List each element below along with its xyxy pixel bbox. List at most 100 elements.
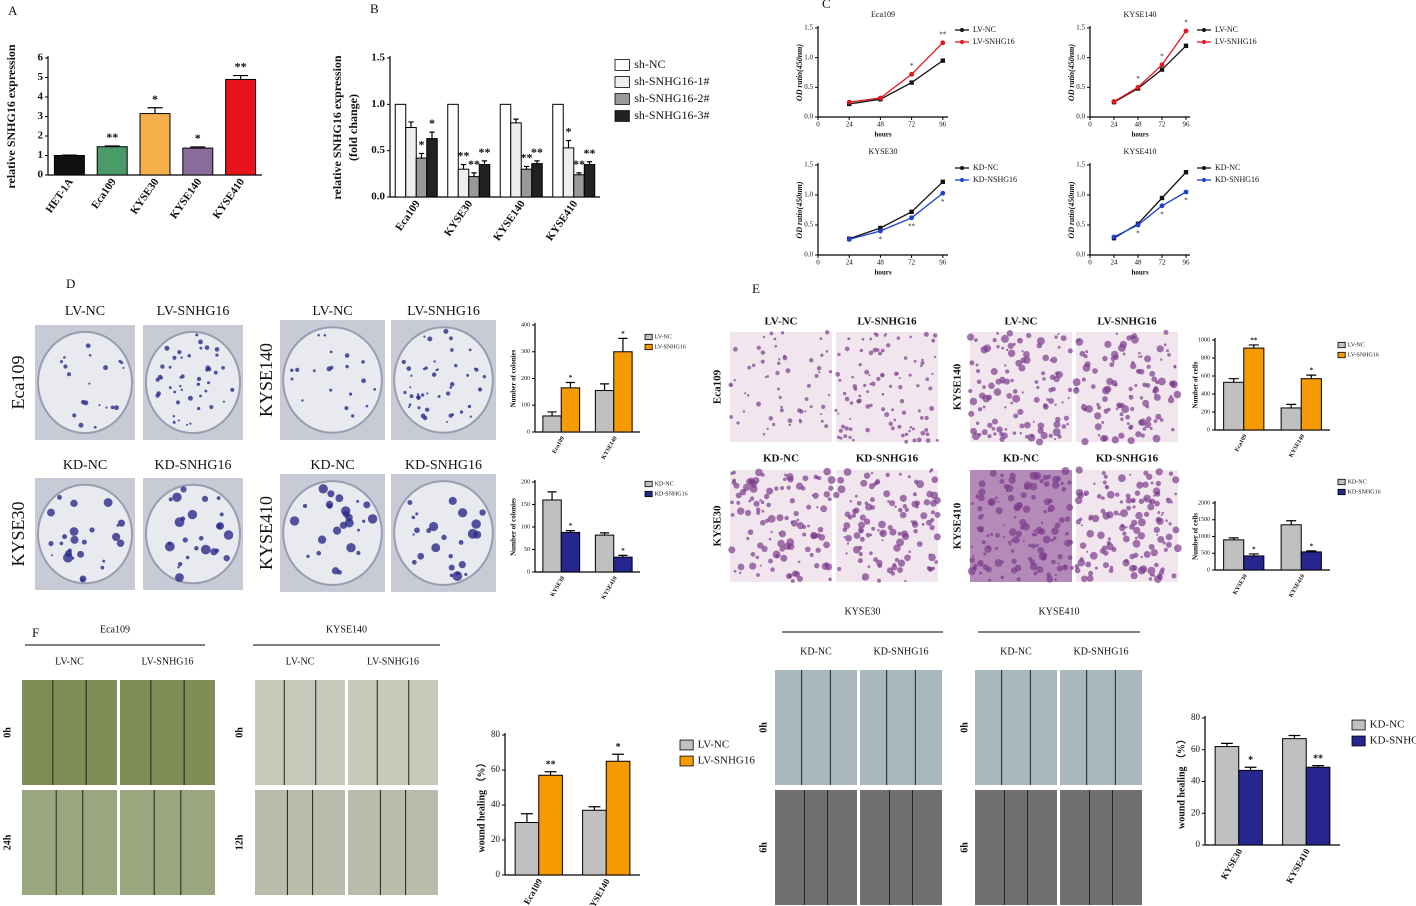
cell: [1171, 573, 1177, 579]
cell: [1129, 473, 1132, 476]
cell: [1122, 352, 1126, 356]
cell: [1156, 345, 1164, 353]
cell: [1013, 516, 1017, 519]
cell: [1102, 562, 1110, 569]
cell: [1069, 565, 1074, 570]
cell: [828, 577, 832, 582]
colony: [431, 372, 437, 377]
point: [1183, 189, 1189, 195]
cell: [1074, 564, 1080, 569]
legend-label: LV-SNHG16: [973, 37, 1015, 46]
chart-title: KYSE410: [1124, 147, 1157, 156]
cell: [904, 579, 907, 583]
photo: [860, 790, 942, 905]
colony: [71, 556, 75, 560]
cell: [844, 346, 850, 352]
y-tick-label: 60: [491, 764, 501, 774]
error-bar: [618, 554, 628, 558]
cell: [919, 416, 924, 420]
colony: [207, 381, 211, 385]
cell: [849, 417, 852, 420]
cell: [844, 396, 850, 402]
colony: [185, 555, 190, 560]
colony: [449, 573, 454, 578]
photo: [348, 680, 438, 785]
cell: [1131, 499, 1135, 503]
colony: [77, 550, 85, 558]
colony: [214, 548, 220, 553]
colony: [88, 382, 91, 385]
point: [909, 209, 914, 214]
colony: [345, 364, 349, 369]
bar: [1214, 746, 1240, 846]
cell: [893, 544, 901, 552]
cell: [733, 346, 738, 352]
cell: [1165, 541, 1172, 548]
cell: [1154, 386, 1158, 391]
y-tick-label: 0.0: [804, 113, 813, 121]
colony: [199, 346, 203, 350]
cell: [897, 507, 903, 513]
error-bar: [618, 337, 628, 352]
x-tick-label: 96: [1183, 259, 1191, 267]
cell: [916, 541, 923, 547]
cell: [853, 532, 861, 539]
cell: [1096, 494, 1102, 499]
cell: [1067, 396, 1070, 400]
cell: [1097, 434, 1101, 437]
photo: [1060, 670, 1142, 785]
colony: [445, 420, 448, 423]
cell: [987, 545, 991, 549]
cell: [1138, 368, 1145, 375]
y-tick-label: 200: [521, 479, 530, 485]
cell: [797, 560, 801, 564]
y-tick-label: 0: [1207, 567, 1210, 573]
cell: [876, 376, 881, 381]
cell: [1061, 401, 1064, 404]
colony: [47, 508, 55, 517]
error-bar: [588, 806, 601, 811]
cell: [868, 350, 874, 356]
colony: [290, 377, 294, 381]
significance: **: [1313, 754, 1323, 765]
cell: [728, 546, 736, 554]
cell: [904, 432, 909, 437]
cell: [1027, 433, 1036, 442]
cell: [763, 493, 770, 500]
cell: [1172, 526, 1180, 534]
colony: [116, 524, 120, 527]
cell: [858, 362, 862, 367]
cell: [1153, 526, 1160, 534]
colony: [329, 350, 333, 354]
x-axis-label: hours: [1131, 269, 1148, 277]
point: [1159, 195, 1165, 201]
cell: [1079, 542, 1087, 549]
cell: [1115, 332, 1119, 336]
bar: [1305, 766, 1331, 846]
cell: [1017, 408, 1024, 416]
significance: *: [566, 125, 572, 139]
y-tick-label: 1500: [1198, 517, 1210, 523]
colony: [88, 353, 92, 357]
cell: [898, 376, 901, 380]
colony: [467, 404, 472, 409]
y-tick-label: 0.5: [371, 144, 385, 156]
cell: [988, 578, 992, 582]
cell: [1169, 395, 1173, 399]
cell: [790, 578, 795, 583]
cell: [933, 355, 937, 359]
y-tick-label: 0: [527, 429, 530, 435]
cell: [1086, 530, 1094, 538]
cell: [1125, 414, 1130, 420]
bar: [594, 390, 615, 433]
cell: [1133, 552, 1139, 558]
cell: [1153, 393, 1161, 401]
cell: [1171, 427, 1175, 432]
cell: [785, 573, 792, 580]
y-tick-label: 2: [38, 130, 44, 142]
colony: [471, 519, 481, 529]
photo: [120, 790, 215, 895]
cell: [773, 337, 777, 341]
colony: [175, 573, 184, 582]
bar: [613, 351, 633, 433]
